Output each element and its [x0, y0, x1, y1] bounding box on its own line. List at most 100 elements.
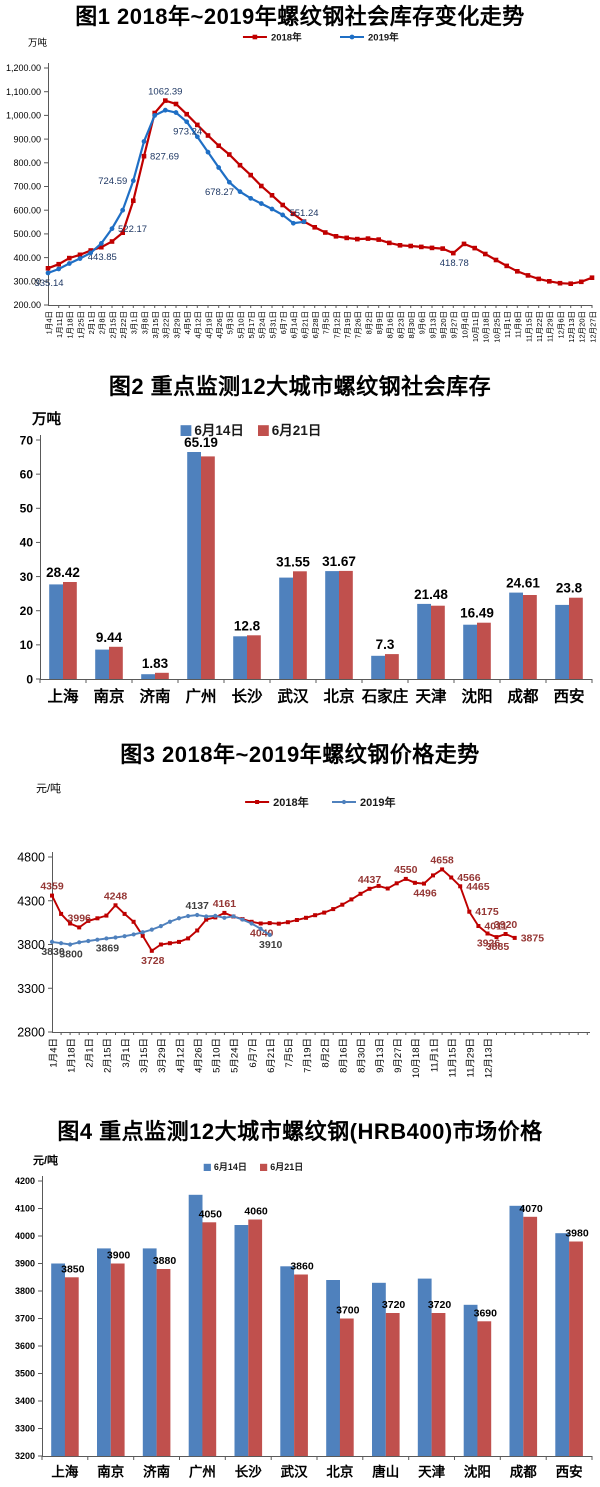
bar — [339, 570, 353, 679]
point-value-label: 3926 — [477, 938, 501, 950]
data-point-marker — [56, 266, 62, 272]
data-point-marker — [184, 111, 189, 117]
x-tick-label: 11月1日 — [503, 311, 512, 338]
bar — [234, 1225, 249, 1456]
x-category-label: 西安 — [553, 687, 584, 706]
inventory-trend-series-0: 443.85 827.69 1062.39 418.78 — [45, 87, 595, 286]
data-point-marker — [131, 919, 136, 924]
x-tick-label: 7月19日 — [343, 311, 352, 339]
x-tick-label: 1月25日 — [76, 311, 85, 339]
y-tick-label: 3800 — [15, 1286, 35, 1296]
data-point-marker — [152, 110, 157, 116]
x-category-label: 天津 — [415, 688, 447, 706]
bar — [555, 604, 569, 679]
y-tick-label: 400.00 — [13, 253, 41, 263]
y-tick-label: 1,100.00 — [6, 87, 41, 97]
data-point-marker — [331, 907, 336, 912]
bar-value-label: 1.83 — [142, 656, 169, 671]
bar — [155, 672, 169, 679]
y-tick-label: 1,200.00 — [6, 63, 41, 73]
x-tick-label: 9月20日 — [439, 311, 448, 339]
data-point-marker — [77, 925, 82, 930]
x-tick-label: 9月13日 — [428, 311, 437, 339]
x-tick-label: 2月1日 — [87, 311, 96, 334]
data-point-marker — [255, 800, 260, 804]
point-value-label: 4465 — [466, 881, 490, 893]
data-point-marker — [358, 891, 363, 896]
data-point-marker — [194, 134, 200, 140]
x-tick-label: 11月8日 — [514, 311, 523, 338]
x-tick-label: 7月12日 — [332, 311, 341, 339]
bar — [385, 654, 399, 679]
bar — [463, 1304, 478, 1457]
data-point-marker — [483, 251, 488, 257]
x-tick-label: 11月15日 — [447, 1038, 458, 1077]
y-tick-label: 3300 — [15, 1424, 35, 1434]
bar — [141, 674, 155, 679]
data-point-marker — [68, 942, 73, 947]
inventory-trend-series-1: 335.14 522.17 724.59 973.24 678.27 551.24 — [34, 107, 319, 289]
figure-3-title: 图3 2018年~2019年螺纹钢价格走势 — [120, 742, 480, 767]
x-tick-label: 7月19日 — [302, 1038, 313, 1073]
bar — [248, 1219, 263, 1456]
data-point-marker — [86, 938, 91, 944]
point-value-label: 4175 — [475, 906, 499, 918]
bar-value-label: 4060 — [244, 1206, 268, 1218]
legend-label: 2018年 — [271, 31, 302, 43]
bar-value-label: 12.8 — [234, 618, 261, 633]
bar — [201, 456, 215, 679]
data-point-marker — [50, 893, 54, 898]
x-tick-label: 1月18日 — [66, 1038, 77, 1073]
data-point-marker — [140, 930, 145, 935]
data-point-marker — [503, 932, 508, 936]
data-point-marker — [285, 920, 290, 925]
data-point-marker — [109, 226, 115, 232]
x-category-label: 武汉 — [281, 1464, 308, 1480]
x-tick-label: 8月30日 — [357, 1038, 368, 1073]
bar — [95, 649, 109, 679]
data-point-marker — [222, 915, 227, 920]
data-point-marker — [304, 915, 308, 920]
x-tick-label: 10月18日 — [411, 1038, 422, 1078]
data-point-marker — [367, 886, 372, 891]
figure-2-title: 图2 重点监测12大城市螺纹钢社会库存 — [108, 374, 492, 399]
bar — [188, 1194, 203, 1457]
x-tick-label: 5月17日 — [247, 311, 256, 339]
x-tick-label: 3月15日 — [151, 311, 160, 339]
y-tick-label: 50 — [20, 502, 34, 516]
bar — [431, 605, 445, 679]
y-tick-label: 4300 — [17, 894, 45, 908]
data-point-marker — [104, 913, 109, 918]
bar — [569, 1241, 583, 1456]
bar — [187, 452, 201, 679]
data-point-marker — [204, 914, 209, 919]
bar-value-label: 3880 — [153, 1255, 177, 1267]
city-inventory-svg: 0 10 20 30 40 50 60 70 万吨 6月14日 6月21日上海 南京 济南 广州 长沙 武汉北… — [20, 410, 593, 706]
data-point-marker — [186, 913, 191, 919]
data-point-marker — [231, 914, 236, 919]
bar — [509, 592, 523, 679]
x-tick-label: 8月9日 — [375, 311, 384, 334]
x-tick-label: 5月24日 — [258, 311, 267, 339]
bar — [279, 577, 293, 679]
bar — [280, 1266, 295, 1456]
x-category-label: 上海 — [51, 1464, 78, 1480]
data-point-marker — [422, 881, 426, 886]
x-tick-label: 5月31日 — [268, 311, 277, 339]
bar — [523, 1216, 538, 1457]
bar — [477, 1321, 492, 1457]
data-point-marker — [227, 152, 232, 157]
x-tick-label: 4月5日 — [183, 311, 192, 334]
x-tick-label: 1月11日 — [55, 311, 64, 338]
data-point-marker — [88, 250, 94, 256]
figure-3-chart: 2800 3300 3800 4300 4800 元/吨 2018年 2019年 1月4日 1月1… — [0, 772, 600, 1110]
x-category-label: 成都 — [510, 1464, 537, 1480]
data-point-marker — [86, 918, 91, 923]
legend-item: 6月21日 — [260, 1162, 303, 1172]
legend-swatch — [258, 425, 269, 436]
x-category-label: 上海 — [47, 687, 79, 706]
data-point-marker — [313, 913, 318, 918]
data-point-marker — [258, 926, 263, 931]
x-tick-label: 12月20日 — [578, 311, 587, 343]
legend-item: 2018年 — [242, 31, 302, 43]
